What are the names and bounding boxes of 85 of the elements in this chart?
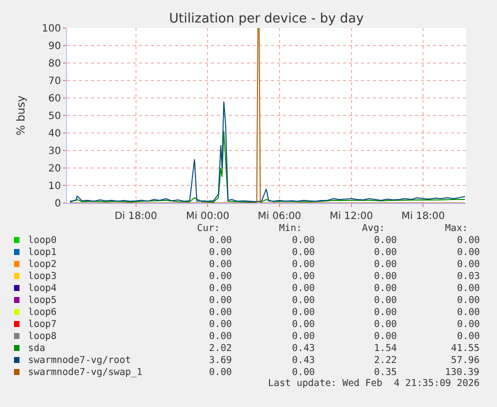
y-tick-label: 100 [42,24,61,34]
x-tick-label: Mi 06:00 [258,211,302,222]
text: 0.00 [292,235,316,246]
text: 0.00 [292,247,316,258]
y-tick-label: 20 [48,164,61,174]
legend-label: loop0 [28,235,57,246]
legend-label: loop1 [28,247,57,258]
text: 0.00 [457,235,480,246]
text: 57.96 [451,355,480,366]
legend-label: swarmnode7-vg/swap_1 [28,367,143,378]
text: Max: [445,223,468,234]
text: 0.00 [292,271,316,282]
text: 0.00 [292,295,316,306]
text: 0.00 [457,283,480,294]
y-tick-label: 70 [48,76,61,87]
text: 0.00 [374,247,398,258]
x-tick-label: Mi 18:00 [401,211,445,222]
text: 0.00 [457,307,480,318]
text: 0.00 [209,331,232,342]
text: 0.00 [209,295,232,306]
text: 0.00 [292,307,316,318]
y-tick-label: 40 [48,128,61,140]
text: 0.43 [292,355,315,366]
text: 0.00 [209,283,232,294]
legend-label: loop8 [28,331,57,342]
text: 0.00 [374,259,398,270]
text: 2.22 [374,355,397,366]
y-tick-label: 10 [48,181,61,192]
text: 0.00 [457,331,480,342]
text: 0.00 [457,319,480,330]
text: Last update: Wed Feb 4 21:35:09 2026 [268,378,480,389]
x-tick-label: Di 18:00 [114,211,158,222]
legend-label: loop6 [28,307,57,318]
text: 0.00 [209,235,232,246]
text: 0.00 [292,259,316,270]
text: 0.00 [374,271,398,282]
text: Min: [279,223,302,234]
text: 0.43 [292,343,315,354]
text: 0.00 [292,319,316,330]
y-tick-label: 0 [54,198,61,210]
text: 1.54 [374,343,398,354]
text: 0.00 [209,307,232,318]
text: 0.00 [457,247,480,258]
text: 0.00 [374,307,398,318]
text: 0.00 [292,367,316,378]
y-axis-title: % busy [14,94,28,136]
text: 3.69 [209,355,232,366]
text: 41.55 [451,343,480,354]
text: 2.02 [209,343,232,354]
chart-title: Utilization per device - by day [169,12,364,27]
legend-label: loop7 [28,319,57,330]
line-series [69,130,466,203]
line-series [69,101,466,202]
text: 0.00 [374,235,398,246]
legend-label: loop5 [28,295,57,306]
legend-label: sda [28,343,46,354]
text: 0.35 [374,367,397,378]
legend-label: loop4 [28,283,57,294]
y-tick-label: 80 [48,58,61,70]
y-tick-label: 30 [48,146,61,157]
x-tick-label: Mi 12:00 [330,211,373,222]
text: 0.00 [209,319,232,330]
text: 0.00 [374,283,398,294]
text: 0.00 [209,271,232,282]
legend-label: loop2 [28,259,57,270]
text: 130.39 [445,367,480,378]
legend-label: swarmnode7-vg/root [28,355,131,366]
text: 0.00 [292,331,316,342]
text: 0.00 [209,367,232,378]
y-tick-label: 50 [48,111,61,122]
text: Cur: [197,223,220,234]
text: 0.00 [209,259,232,270]
text: 0.00 [292,283,316,294]
text: 0.00 [374,295,398,306]
text: 0.00 [374,319,398,330]
text: 0.00 [457,295,480,306]
x-tick-label: Mi 00:00 [186,211,230,222]
y-tick-label: 60 [48,94,61,104]
legend-label: loop3 [28,271,57,282]
text: Avg: [362,223,385,234]
y-tick-label: 90 [48,41,61,52]
text: 0.00 [209,247,232,258]
text: 0.03 [457,271,480,282]
text: 0.00 [457,259,480,270]
text: 0.00 [374,331,398,342]
